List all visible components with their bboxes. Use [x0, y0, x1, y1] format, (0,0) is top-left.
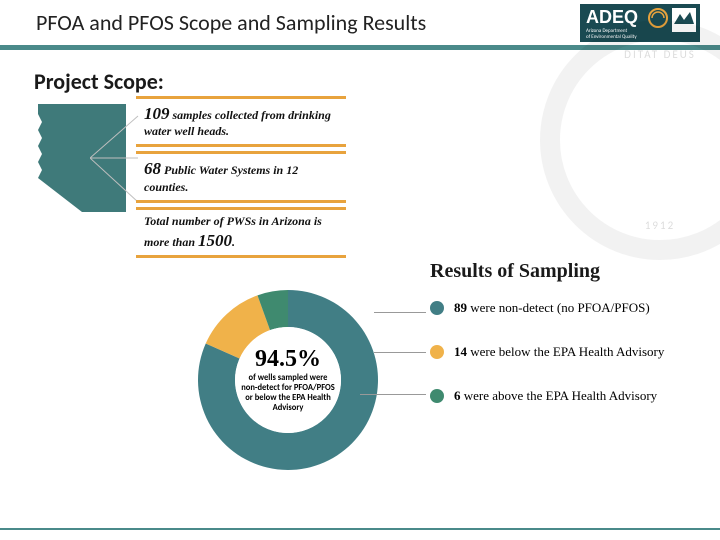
legend-dot [430, 389, 444, 403]
adeq-logo: ADEQ Arizona Department of Environmental… [580, 5, 700, 41]
svg-text:of Environmental Quality: of Environmental Quality [586, 34, 637, 40]
legend-item-nondetect: 89 were non-detect (no PFOA/PFOS) [430, 300, 664, 316]
callout-pws: 68 Public Water Systems in 12 counties. [136, 151, 346, 202]
slide-header: PFOA and PFOS Scope and Sampling Results… [0, 0, 720, 48]
results-donut-chart: 94.5% of wells sampled were non-detect f… [188, 280, 388, 480]
footer-rule [0, 528, 720, 530]
donut-subtext: of wells sampled were non-detect for PFO… [241, 373, 335, 414]
slide-title: PFOA and PFOS Scope and Sampling Results [36, 9, 580, 36]
callout-samples: 109 samples collected from drinking wate… [136, 96, 346, 147]
project-scope-title: Project Scope: [34, 68, 164, 95]
scope-callouts: 109 samples collected from drinking wate… [136, 96, 346, 258]
leader-line-3 [360, 394, 426, 395]
donut-center-label: 94.5% of wells sampled were non-detect f… [235, 327, 341, 433]
results-legend: 89 were non-detect (no PFOA/PFOS) 14 wer… [430, 300, 664, 404]
header-underline [0, 47, 720, 50]
logo-text: ADEQ [586, 7, 638, 27]
donut-pct: 94.5% [255, 347, 321, 371]
legend-item-above: 6 were above the EPA Health Advisory [430, 388, 664, 404]
legend-item-below: 14 were below the EPA Health Advisory [430, 344, 664, 360]
legend-dot [430, 301, 444, 315]
results-title: Results of Sampling [430, 260, 600, 283]
state-seal-watermark: DITAT DEUS 1912 [540, 20, 720, 260]
callout-total: Total number of PWSs in Arizona is more … [136, 207, 346, 258]
leader-line-1 [374, 312, 426, 313]
leader-line-2 [374, 352, 426, 353]
legend-dot [430, 345, 444, 359]
